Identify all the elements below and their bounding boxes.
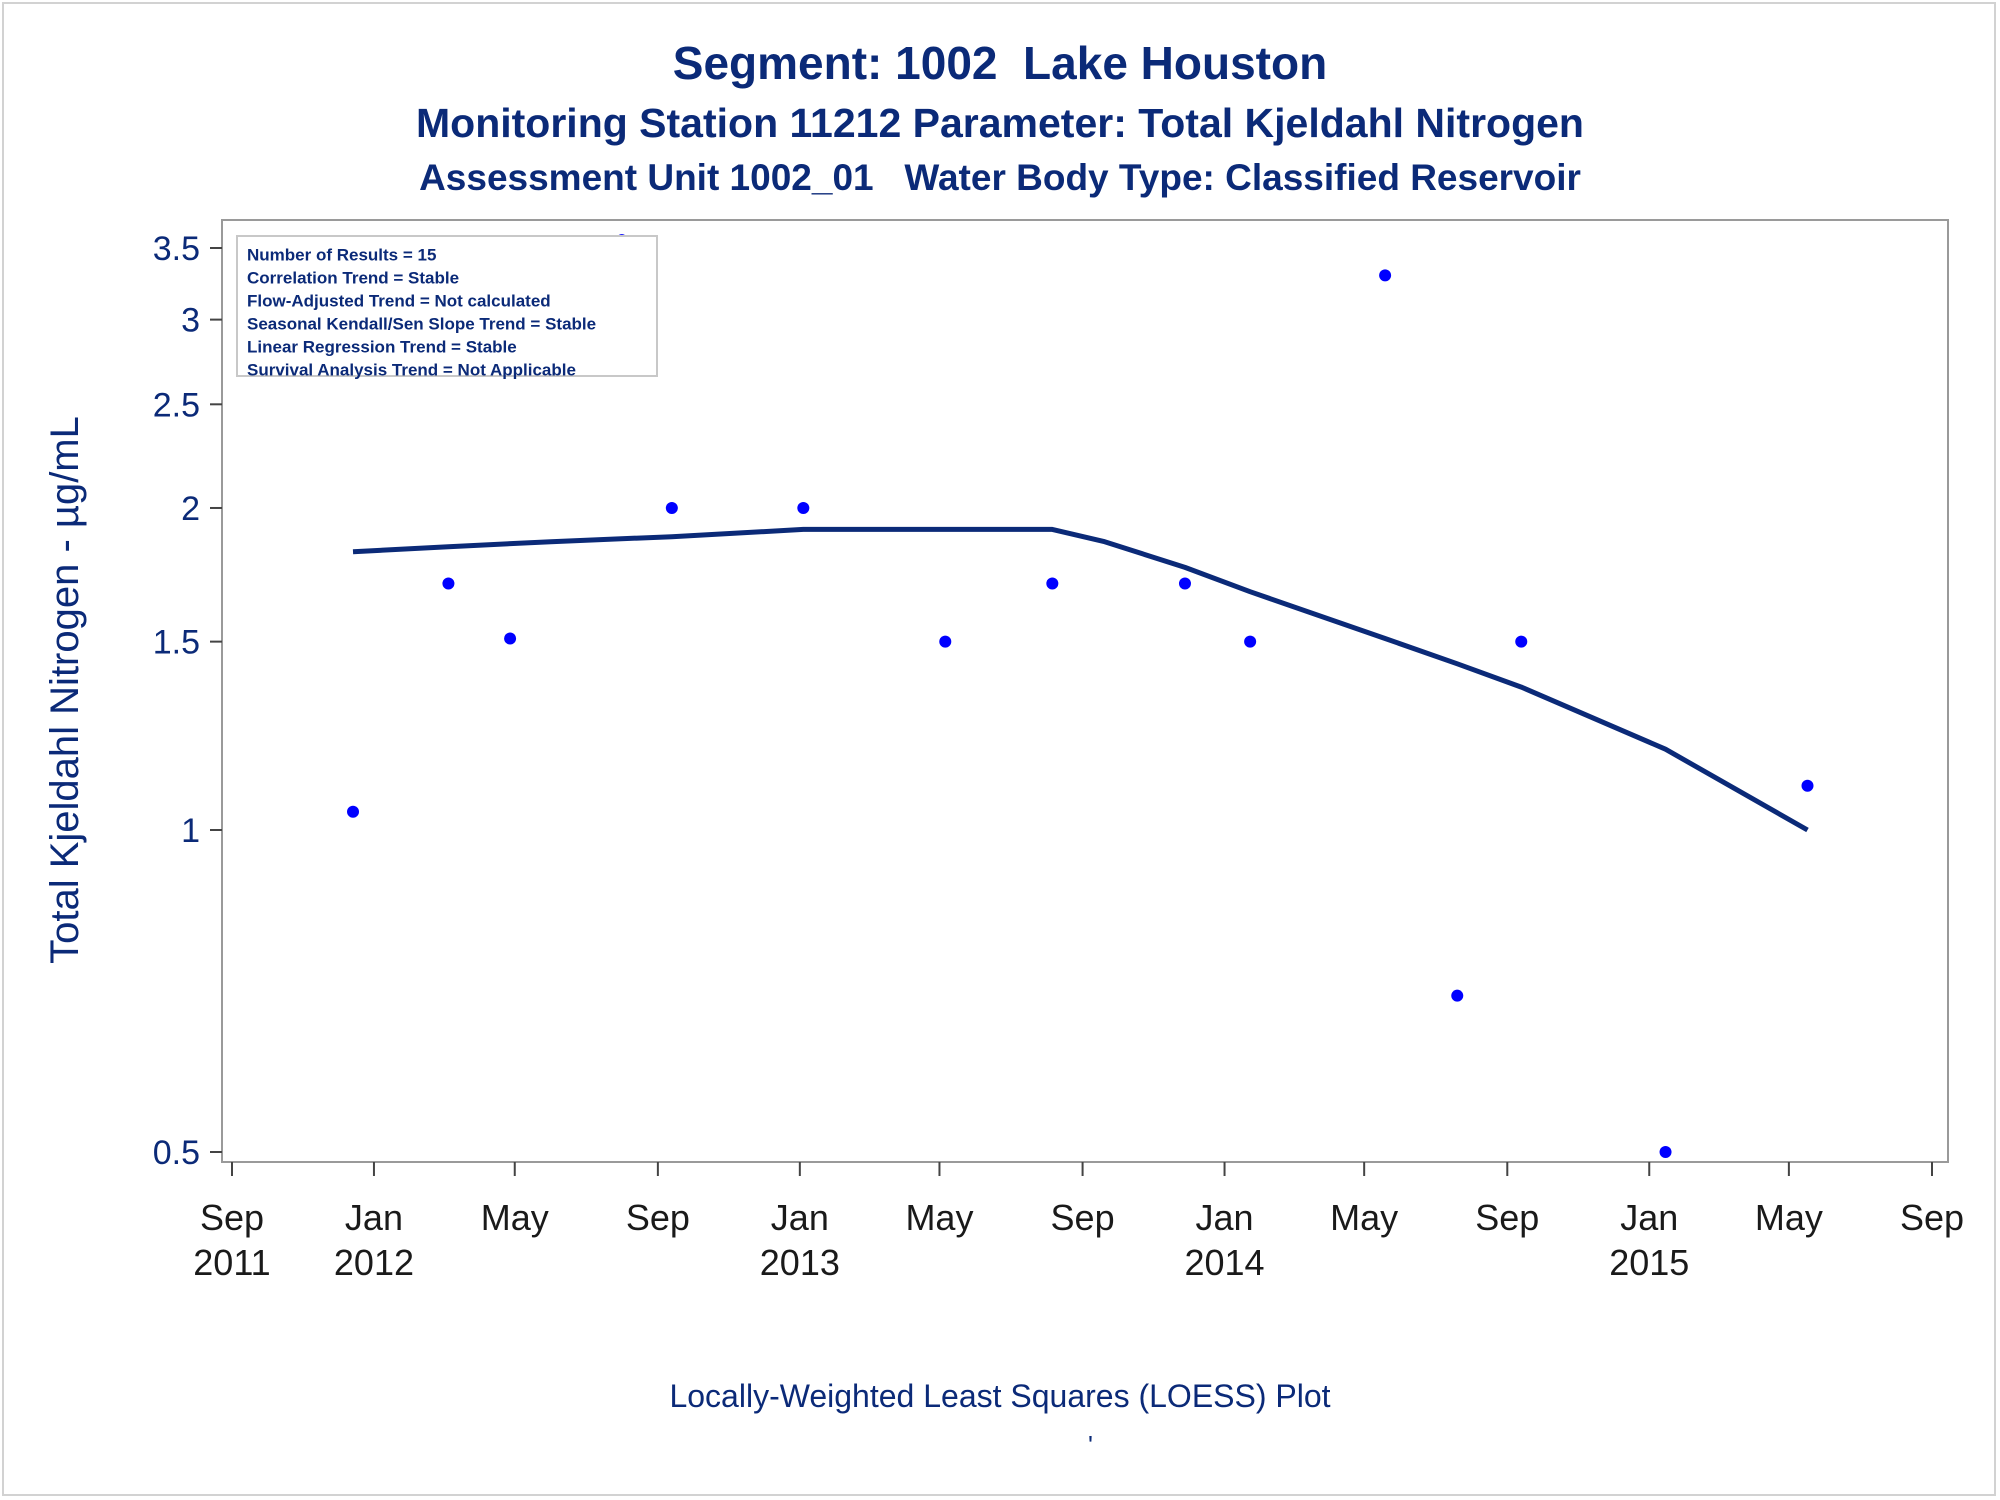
stats-legend-box xyxy=(236,235,658,377)
x-tick-label: Jan xyxy=(1196,1197,1254,1238)
x-tick-label: May xyxy=(1755,1197,1823,1238)
y-tick-label: 1.5 xyxy=(153,624,200,662)
y-tick-label: 1 xyxy=(181,812,200,850)
y-tick-label: 0.5 xyxy=(153,1134,200,1172)
loess-line xyxy=(352,526,1809,833)
x-tick-label: Sep xyxy=(1475,1197,1539,1238)
x-tick-label: May xyxy=(1330,1197,1398,1238)
data-point xyxy=(1244,635,1257,648)
x-tick-label: May xyxy=(905,1197,973,1238)
x-tick-year-label: 2012 xyxy=(334,1242,414,1283)
x-tick-label: May xyxy=(481,1197,549,1238)
data-point xyxy=(347,805,360,818)
x-tick-label: Sep xyxy=(1900,1197,1964,1238)
stats-legend-entry: Correlation Trend = Stable xyxy=(247,268,459,287)
stats-legend-entry: Seasonal Kendall/Sen Slope Trend = Stabl… xyxy=(247,314,596,333)
chart-title: Segment: 1002 Lake Houston xyxy=(672,37,1328,89)
data-point xyxy=(665,501,678,514)
stats-legend-entry: Flow-Adjusted Trend = Not calculated xyxy=(247,291,551,310)
y-tick-label: 3 xyxy=(181,302,200,340)
y-tick-label: 2 xyxy=(181,490,200,528)
x-tick-label: Sep xyxy=(626,1197,690,1238)
stats-legend-entry: Number of Results = 15 xyxy=(247,245,436,264)
data-point xyxy=(1801,779,1814,792)
data-point xyxy=(1515,635,1528,648)
y-tick-label: 3.5 xyxy=(153,230,200,268)
x-tick-year-label: 2014 xyxy=(1184,1242,1264,1283)
data-point xyxy=(1046,577,1059,590)
y-axis-label: Total Kjeldahl Nitrogen - µg/mL xyxy=(43,416,87,964)
x-tick-label: Jan xyxy=(1620,1197,1678,1238)
x-tick-label: Sep xyxy=(1051,1197,1115,1238)
chart-footnote: Locally-Weighted Least Squares (LOESS) P… xyxy=(669,1378,1331,1414)
footnote-mark: ' xyxy=(1088,1430,1093,1460)
data-point xyxy=(1178,577,1191,590)
data-point xyxy=(1451,989,1464,1002)
x-tick-year-label: 2011 xyxy=(193,1242,270,1283)
plot-area-frame xyxy=(221,219,1949,1163)
x-tick-year-label: 2013 xyxy=(760,1242,840,1283)
data-point xyxy=(939,635,952,648)
data-point xyxy=(442,577,455,590)
y-tick-label: 2.5 xyxy=(153,386,200,424)
stats-legend-entry: Survival Analysis Trend = Not Applicable xyxy=(247,360,576,379)
x-tick-label: Jan xyxy=(771,1197,829,1238)
stats-legend-entry: Linear Regression Trend = Stable xyxy=(247,337,517,356)
data-point xyxy=(1659,1146,1672,1158)
x-tick-label: Sep xyxy=(200,1197,264,1238)
chart-subtitle-station: Monitoring Station 11212 Parameter: Tota… xyxy=(416,100,1584,146)
data-point xyxy=(504,632,517,645)
data-point xyxy=(1379,269,1392,282)
data-point xyxy=(797,501,810,514)
x-tick-year-label: 2015 xyxy=(1609,1242,1689,1283)
chart-subtitle-assessment: Assessment Unit 1002_01 Water Body Type:… xyxy=(419,157,1581,198)
x-tick-label: Jan xyxy=(345,1197,403,1238)
